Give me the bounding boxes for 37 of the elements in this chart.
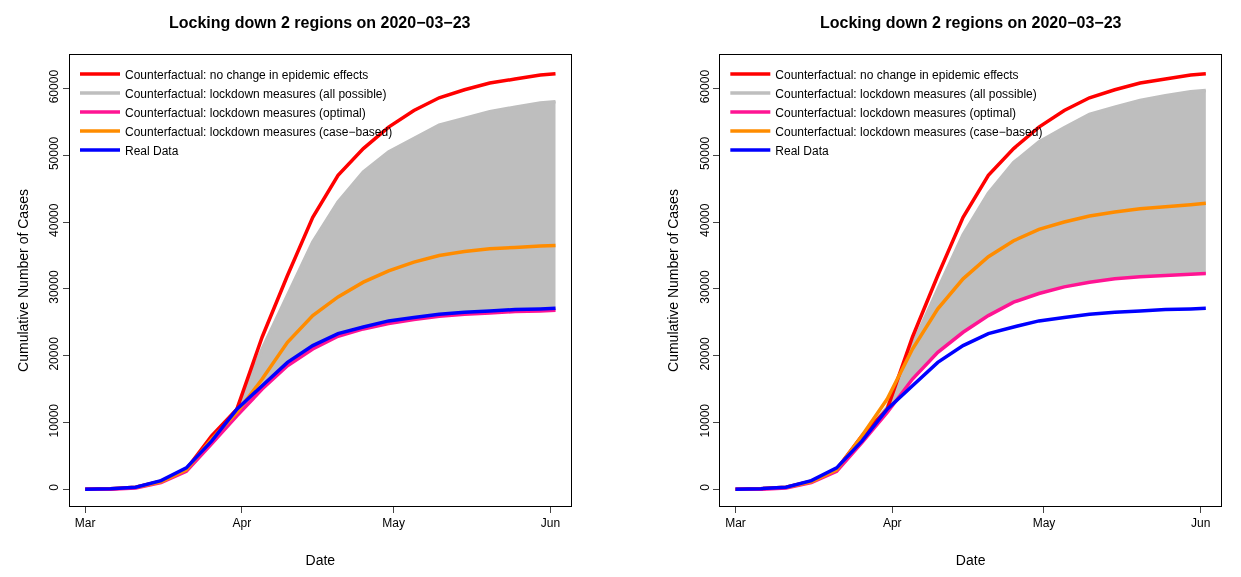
legend-label: Real Data xyxy=(125,143,179,158)
y-tick-label: 20000 xyxy=(697,336,712,371)
y-tick-label: 40000 xyxy=(697,203,712,237)
legend-label: Counterfactual: no change in epidemic effects xyxy=(775,67,1019,82)
legend-label: Counterfactual: lockdown measures (optimal) xyxy=(775,105,1017,120)
x-axis-title: Date xyxy=(955,551,986,568)
y-tick-label: 20000 xyxy=(47,336,62,371)
x-tick-label: Mar xyxy=(725,516,746,531)
chart-title: Locking down 2 regions on 2020−03−23 xyxy=(820,14,1122,31)
y-tick-label: 30000 xyxy=(697,270,712,304)
line-series xyxy=(733,306,1208,492)
legend-label: Counterfactual: lockdown measures (all possible) xyxy=(125,86,387,101)
chart-title: Locking down 2 regions on 2020−03−23 xyxy=(169,14,471,31)
y-tick-label: 0 xyxy=(47,483,62,491)
legend-label: Real Data xyxy=(775,143,830,158)
x-tick-label: May xyxy=(382,516,406,531)
y-tick-label: 50000 xyxy=(697,136,712,171)
legend-label: Counterfactual: no change in epidemic effects xyxy=(125,67,369,82)
x-tick-label: Mar xyxy=(74,516,96,531)
y-tick-label: 60000 xyxy=(47,69,62,104)
x-tick-label: Apr xyxy=(232,516,252,531)
x-tick-label: Jun xyxy=(540,516,561,531)
x-tick-label: May xyxy=(1032,516,1056,531)
y-axis-title: Cumulative Number of Cases xyxy=(665,189,682,372)
y-tick-label: 30000 xyxy=(47,270,62,304)
y-tick-label: 50000 xyxy=(47,136,62,171)
x-tick-label: Apr xyxy=(882,516,902,531)
y-axis-title: Cumulative Number of Cases xyxy=(14,189,31,372)
y-tick-label: 0 xyxy=(697,483,712,491)
x-axis-title: Date xyxy=(305,551,336,568)
legend-label: Counterfactual: lockdown measures (all possible) xyxy=(775,86,1037,101)
y-tick-label: 10000 xyxy=(47,403,62,438)
y-tick-label: 10000 xyxy=(697,403,712,438)
legend-label: Counterfactual: lockdown measures (optimal) xyxy=(125,105,366,120)
x-tick-label: Jun xyxy=(1191,516,1211,531)
y-tick-label: 60000 xyxy=(697,69,712,104)
y-tick-label: 40000 xyxy=(47,203,62,237)
